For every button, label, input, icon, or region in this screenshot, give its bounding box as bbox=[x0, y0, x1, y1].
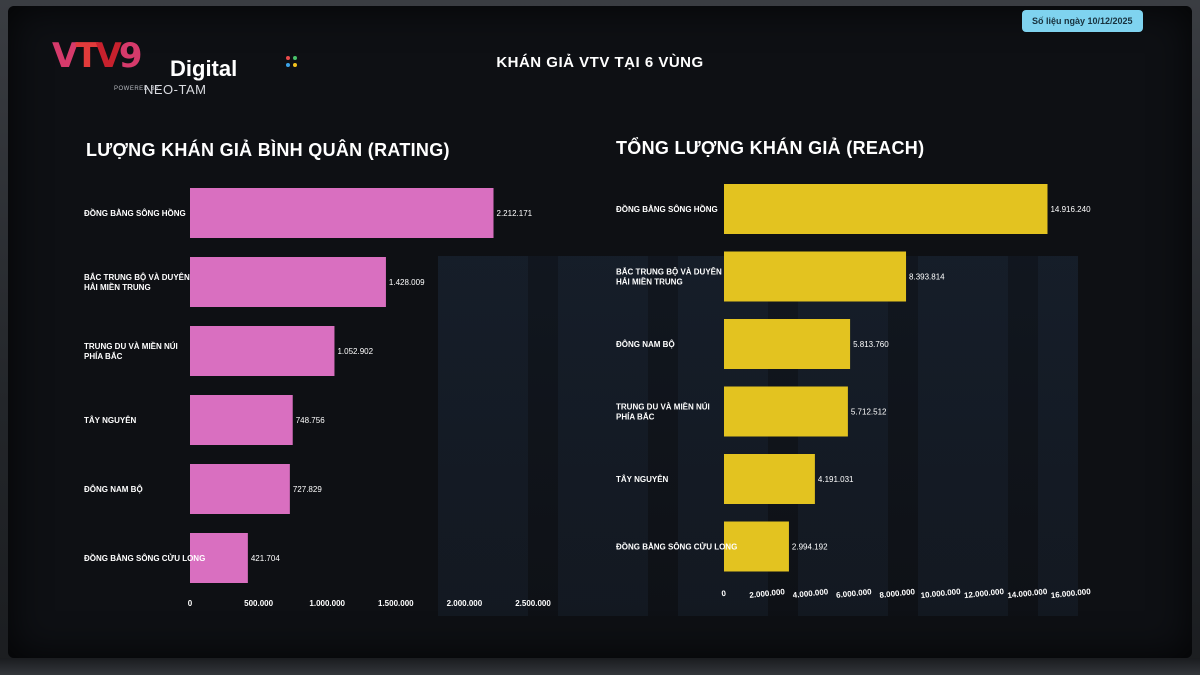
rating-category-label: ĐỒNG BẰNG SÔNG CỬU LONG bbox=[84, 553, 205, 563]
reach-x-tick-label: 4.000.000 bbox=[792, 587, 829, 600]
vtv9-digital-logo: VTV9 Digital POWERED BY NEO-TAM bbox=[52, 36, 312, 97]
rating-x-tick-label: 500.000 bbox=[244, 599, 273, 608]
reach-bar bbox=[724, 184, 1048, 234]
reach-category-label: BẮC TRUNG BỘ VÀ DUYÊN bbox=[616, 268, 722, 277]
rating-value-label: 727.829 bbox=[293, 485, 322, 494]
logo-neo-tam-text: NEO-TAM bbox=[144, 82, 207, 97]
reach-category-label: ĐÔNG NAM BỘ bbox=[616, 340, 675, 349]
reach-value-label: 5.712.512 bbox=[851, 408, 887, 417]
rating-value-label: 1.052.902 bbox=[337, 347, 373, 356]
reach-category-label: PHÍA BẮC bbox=[616, 413, 655, 422]
rating-bar bbox=[190, 395, 293, 445]
reach-x-tick-label: 14.000.000 bbox=[1007, 587, 1048, 600]
reach-value-label: 8.393.814 bbox=[909, 273, 945, 282]
reach-x-tick-label: 6.000.000 bbox=[836, 587, 873, 600]
rating-bar bbox=[190, 326, 335, 376]
rating-bar bbox=[190, 464, 290, 514]
reach-x-tick-label: 2.000.000 bbox=[749, 587, 786, 600]
rating-category-label: ĐÔNG NAM BỘ bbox=[84, 485, 143, 494]
rating-value-label: 1.428.009 bbox=[389, 278, 425, 287]
logo-powered-text: POWERED BY bbox=[114, 86, 160, 92]
vtv9-logo-mark: VTV9 bbox=[52, 36, 142, 76]
reach-bar bbox=[724, 454, 815, 504]
rating-category-label: HẢI MIỀN TRUNG bbox=[84, 282, 151, 292]
reach-value-label: 14.916.240 bbox=[1050, 205, 1091, 214]
rating-category-label: PHÍA BẮC bbox=[84, 352, 123, 361]
main-title: KHÁN GIẢ VTV TẠI 6 VÙNG bbox=[496, 54, 704, 71]
rating-category-label: TRUNG DU VÀ MIỀN NÚI bbox=[84, 341, 178, 351]
tv-bottom-edge bbox=[0, 658, 1200, 675]
reach-category-label: HẢI MIỀN TRUNG bbox=[616, 277, 683, 287]
reach-bar bbox=[724, 251, 907, 302]
rating-value-label: 2.212.171 bbox=[497, 209, 533, 218]
rating-x-tick-label: 1.500.000 bbox=[378, 599, 414, 608]
logo-digital-text: Digital bbox=[170, 56, 238, 81]
reach-category-label: ĐỒNG BẰNG SÔNG CỬU LONG bbox=[616, 542, 737, 552]
rating-x-tick-label: 2.000.000 bbox=[447, 599, 483, 608]
reach-x-tick-label: 12.000.000 bbox=[964, 587, 1005, 600]
rating-value-label: 421.704 bbox=[251, 554, 280, 563]
reach-value-label: 2.994.192 bbox=[792, 543, 828, 552]
reach-value-label: 4.191.031 bbox=[818, 475, 854, 484]
reach-bar bbox=[724, 521, 789, 572]
logo-dots-icon bbox=[286, 56, 297, 67]
rating-x-tick-label: 2.500.000 bbox=[515, 599, 551, 608]
rating-category-label: BẮC TRUNG BỘ VÀ DUYÊN bbox=[84, 273, 190, 282]
reach-bar bbox=[724, 319, 851, 369]
rating-chart-title: LƯỢNG KHÁN GIẢ BÌNH QUÂN (RATING) bbox=[86, 140, 450, 160]
reach-x-tick-label: 10.000.000 bbox=[920, 587, 961, 600]
rating-value-label: 748.756 bbox=[296, 416, 325, 425]
rating-bar bbox=[190, 188, 494, 238]
rating-x-tick-label: 0 bbox=[188, 599, 193, 608]
reach-x-tick-label: 8.000.000 bbox=[879, 587, 916, 600]
rating-category-label: ĐỒNG BẰNG SÔNG HỒNG bbox=[84, 208, 186, 218]
rating-category-label: TÂY NGUYÊN bbox=[84, 416, 137, 425]
reach-x-tick-label: 16.000.000 bbox=[1050, 587, 1091, 600]
reach-x-tick-label: 0 bbox=[721, 589, 727, 598]
rating-bar bbox=[190, 533, 248, 583]
date-badge: Số liệu ngày 10/12/2025 bbox=[1022, 10, 1143, 32]
rating-x-tick-label: 1.000.000 bbox=[309, 599, 345, 608]
reach-value-label: 5.813.760 bbox=[853, 340, 889, 349]
reach-category-label: TRUNG DU VÀ MIỀN NÚI bbox=[616, 402, 710, 412]
reach-category-label: ĐỒNG BẰNG SÔNG HỒNG bbox=[616, 204, 718, 214]
reach-chart-title: TỔNG LƯỢNG KHÁN GIẢ (REACH) bbox=[616, 138, 925, 158]
reach-category-label: TÂY NGUYÊN bbox=[616, 475, 669, 484]
rating-bar bbox=[190, 257, 386, 307]
reach-bar bbox=[724, 386, 848, 437]
